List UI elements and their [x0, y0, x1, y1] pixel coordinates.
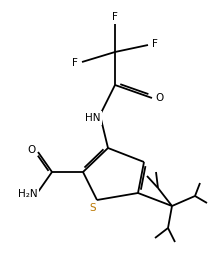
Text: F: F: [152, 39, 158, 49]
Text: H₂N: H₂N: [18, 189, 38, 199]
Text: S: S: [90, 203, 96, 213]
Text: O: O: [155, 93, 163, 103]
Text: F: F: [72, 58, 78, 68]
Text: HN: HN: [85, 113, 101, 123]
Text: F: F: [112, 12, 118, 22]
Text: O: O: [27, 145, 35, 155]
